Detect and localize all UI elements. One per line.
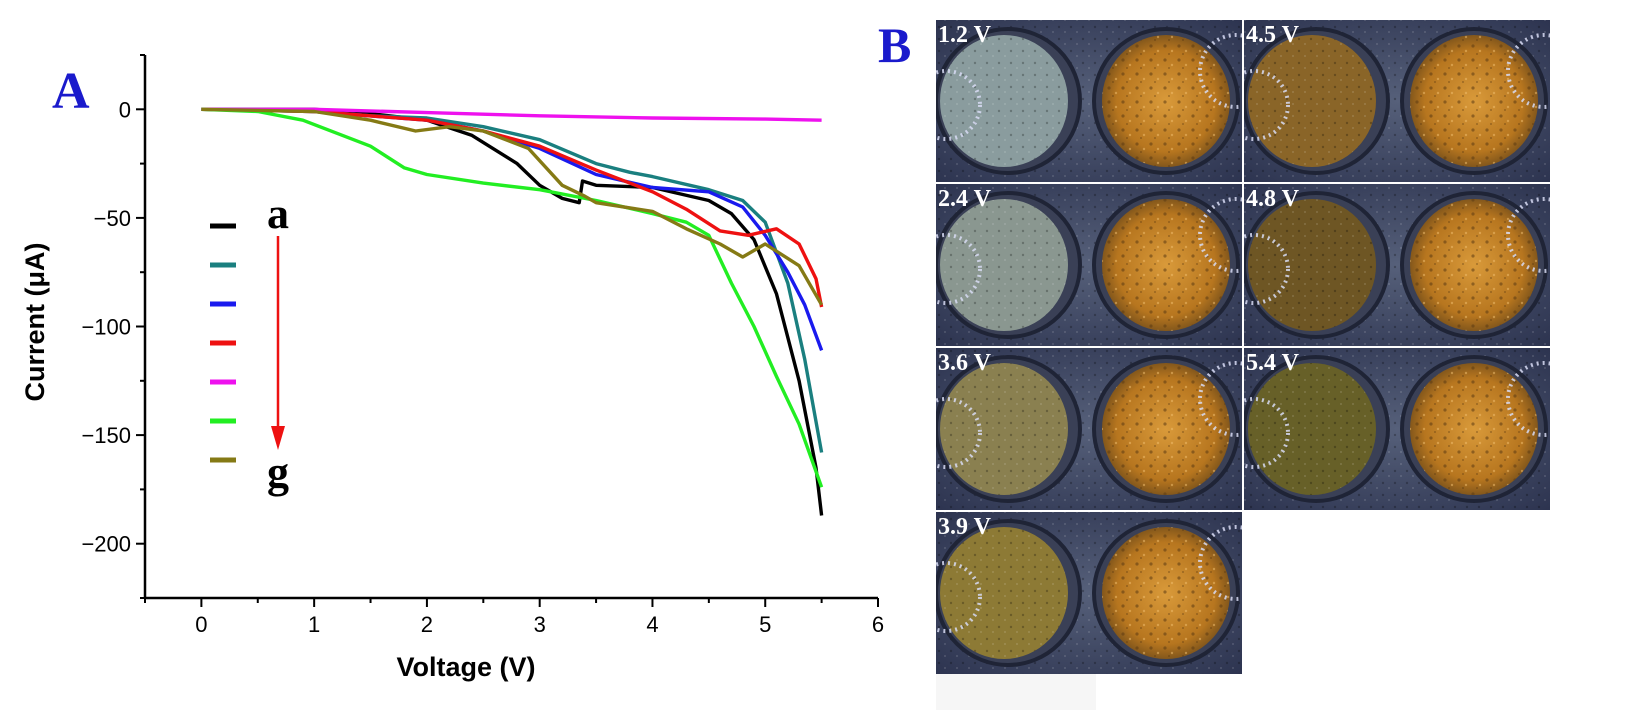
left-electrode-texture [940,363,1068,495]
photo-voltage-label: 4.5 V [1246,22,1300,48]
legend-last-label: g [267,448,289,497]
series-line-c [201,107,824,351]
legend-arrow-head [271,426,285,450]
left-electrode-texture [1248,35,1376,167]
right-electrode-texture [1410,363,1538,495]
photo-cell: 1.2 V [936,20,1242,182]
left-ring-electrode [936,397,982,469]
photo-cell: 4.8 V [1244,184,1550,346]
left-ring-electrode [1244,69,1290,141]
left-electrode-texture [940,35,1068,167]
x-ticks: 0 1 2 3 4 5 6 [144,598,884,637]
x-tick-label: 4 [646,612,658,637]
photo-voltage-label: 2.4 V [938,186,992,212]
photo-cell: 5.4 V [1244,348,1550,510]
right-electrode-texture [1102,35,1230,167]
photo-cell: 4.5 V [1244,20,1550,182]
right-ring-electrode [1506,197,1550,273]
y-tick-label: −150 [81,423,131,448]
photo-cell: 3.6 V [936,348,1242,510]
panel-a-label: A [52,63,90,120]
x-tick-label: 1 [308,612,320,637]
series-line-g [201,107,824,306]
photo-voltage-label: 1.2 V [938,22,992,48]
panel-b-label: B [878,17,911,73]
photo-voltage-label: 3.9 V [938,514,992,540]
photo-grid: 1.2 V 4.5 V 2.4 V 4.8 V 3.6 V 5.4 V 3.9 V [936,20,1550,710]
right-electrode-texture [1102,363,1230,495]
series-line-a [201,107,824,516]
series-line-d [201,107,824,308]
left-electrode-texture [940,527,1068,659]
right-electrode-texture [1410,35,1538,167]
photo-cell: 3.9 V [936,512,1242,674]
left-ring-electrode [936,561,982,633]
right-electrode-texture [1410,199,1538,331]
right-ring-electrode [1506,33,1550,109]
left-electrode-texture [1248,199,1376,331]
left-electrode-texture [940,199,1068,331]
series-line-e [201,107,822,122]
legend: ag [210,189,289,497]
y-tick-label: −200 [81,532,131,557]
x-tick-label: 6 [872,612,884,637]
left-ring-electrode [936,233,982,305]
right-ring-electrode [1198,525,1242,601]
series-line-f [201,107,824,488]
photo-grid-footer [936,674,1096,710]
right-electrode-texture [1102,199,1230,331]
x-tick-label: 0 [195,612,207,637]
photo-voltage-label: 3.6 V [938,350,992,376]
x-tick-label: 3 [534,612,546,637]
left-ring-electrode [1244,233,1290,305]
photo-cell: 2.4 V [936,184,1242,346]
photo-voltage-label: 4.8 V [1246,186,1300,212]
left-ring-electrode [1244,397,1290,469]
right-ring-electrode [1198,361,1242,437]
series-lines [201,107,824,516]
x-axis-title: Voltage (V) [396,652,535,682]
left-electrode-texture [1248,363,1376,495]
y-ticks: 0 −50 −100 −150 −200 [81,54,145,599]
x-tick-label: 5 [759,612,771,637]
y-tick-label: −100 [81,315,131,340]
right-ring-electrode [1198,197,1242,273]
right-electrode-texture [1102,527,1230,659]
right-ring-electrode [1506,361,1550,437]
legend-first-label: a [267,189,289,238]
photo-voltage-label: 5.4 V [1246,350,1300,376]
x-tick-label: 2 [421,612,433,637]
right-ring-electrode [1198,33,1242,109]
y-axis-title: Current (μA) [20,242,50,401]
chart-axes [143,55,878,600]
y-tick-label: −50 [94,206,131,231]
left-ring-electrode [936,69,982,141]
y-tick-label: 0 [119,97,131,122]
